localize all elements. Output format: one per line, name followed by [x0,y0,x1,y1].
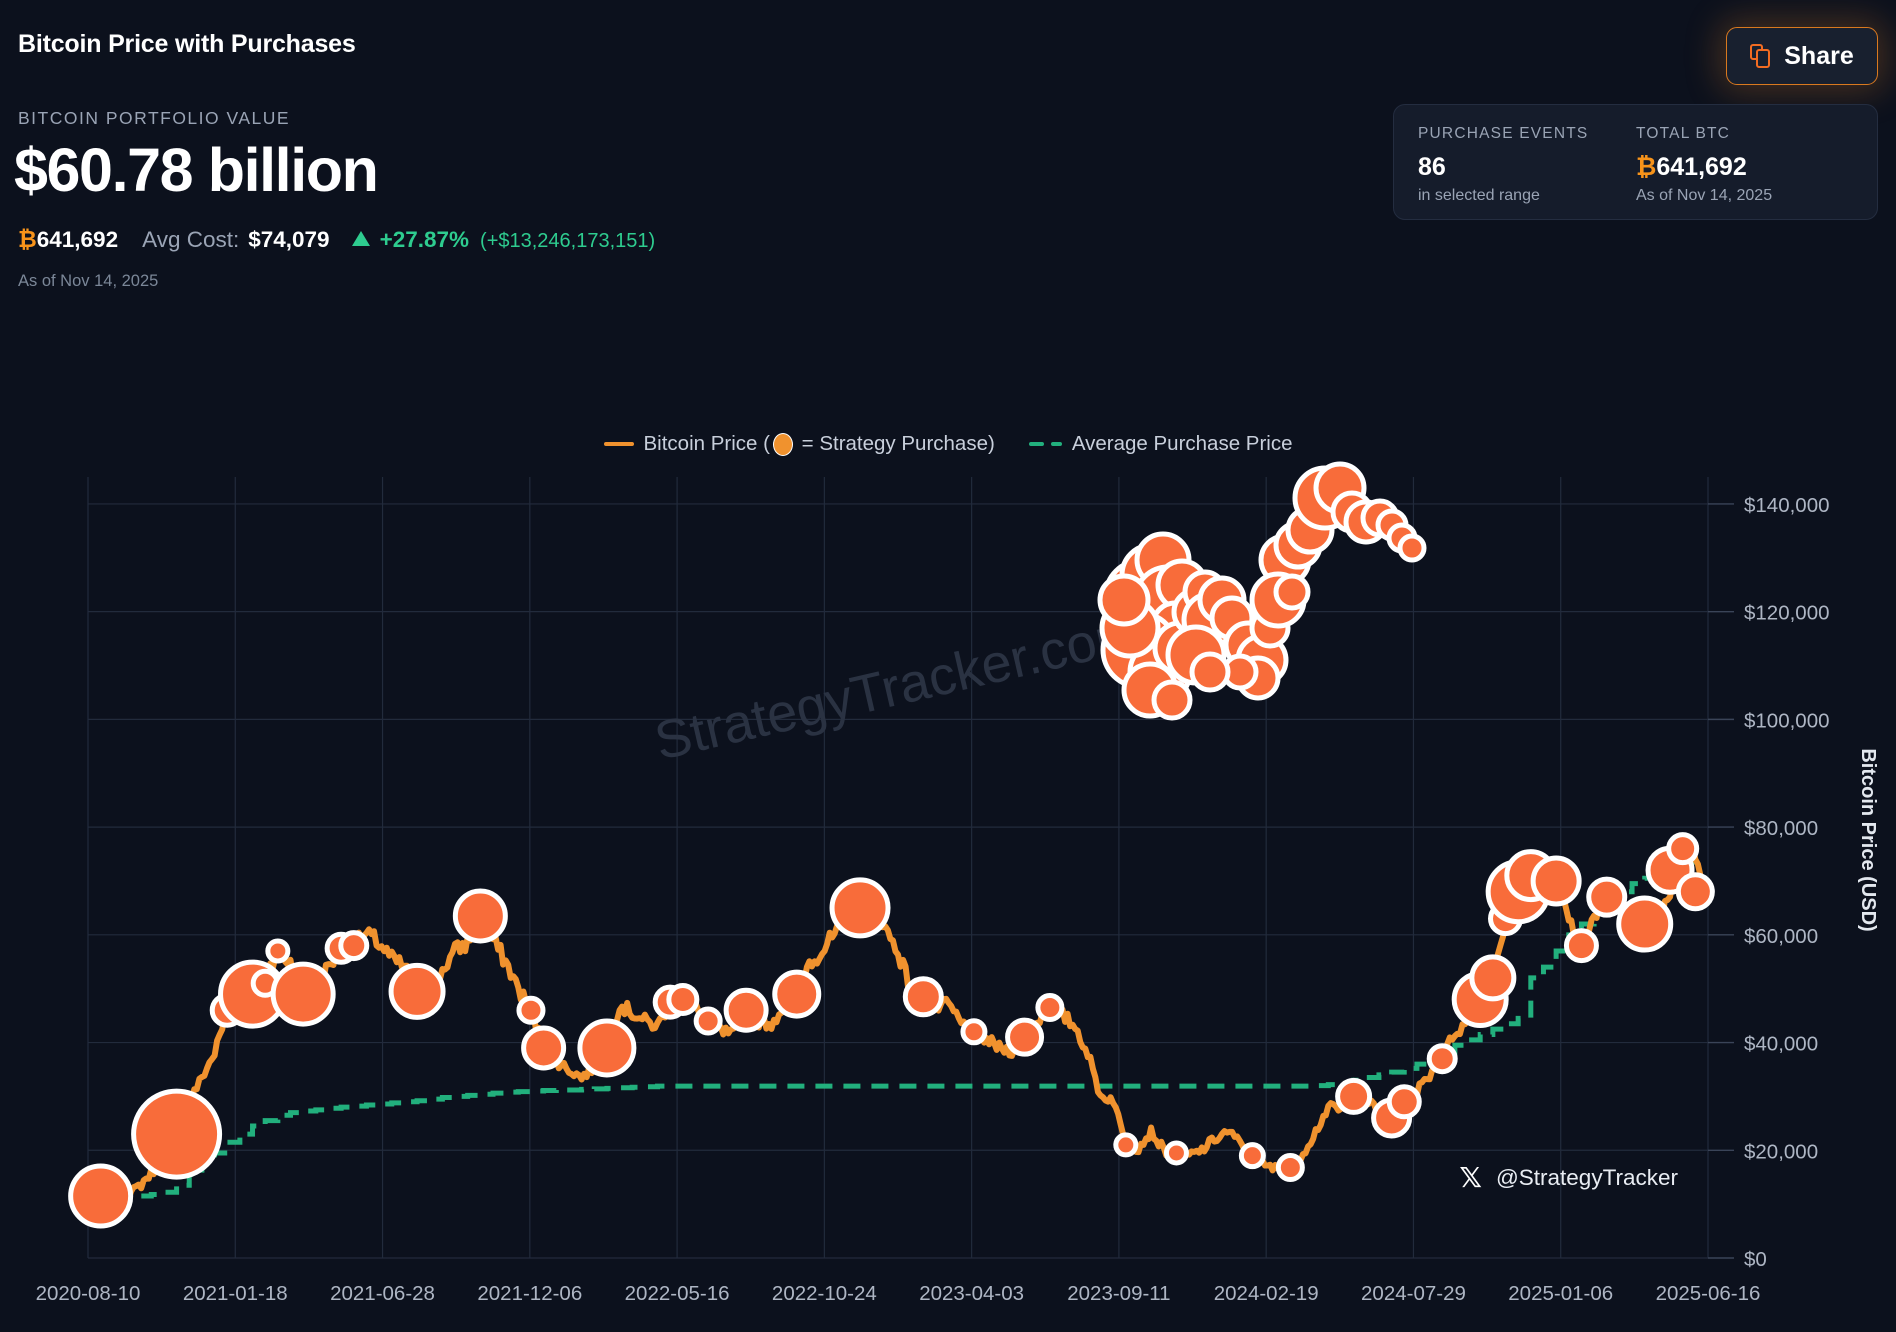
bitcoin-price-line [85,843,1711,1206]
chart-legend: Bitcoin Price ( = Strategy Purchase) Ave… [0,432,1896,457]
portfolio-kicker: BITCOIN PORTFOLIO VALUE [18,108,291,128]
avg-cost-value: $74,079 [248,227,330,252]
svg-text:$60,000: $60,000 [1744,925,1818,948]
svg-text:$80,000: $80,000 [1744,817,1818,840]
svg-text:2023-09-11: 2023-09-11 [1067,1282,1170,1305]
change-percent: +27.87% [379,227,470,252]
svg-text:StrategyTracker.com: StrategyTracker.com [649,602,1146,772]
legend-item-bitcoin-price[interactable]: Bitcoin Price ( = Strategy Purchase) [603,432,995,457]
stat-value: 86 [1418,153,1446,181]
svg-text:2025-06-16: 2025-06-16 [1656,1282,1761,1305]
purchase-bubbles [68,461,1715,1229]
svg-text:2024-07-29: 2024-07-29 [1361,1282,1466,1305]
svg-text:2024-02-19: 2024-02-19 [1214,1282,1319,1305]
svg-text:$40,000: $40,000 [1744,1033,1818,1056]
stat-label: TOTAL BTC [1636,125,1731,142]
svg-text:2023-04-03: 2023-04-03 [919,1282,1024,1305]
y-axis-ticks: $0 $20,000 $40,000 $60,000 $80,000 $100,000 $1… [1708,494,1830,1271]
legend-line-swatch [603,442,634,447]
svg-text:2021-06-28: 2021-06-28 [330,1282,435,1305]
stat-total-btc: TOTAL BTC ₿641,692 As of Nov 14, 2025 [1636,125,1854,219]
portfolio-metrics-row: ₿ 641,692 Avg Cost: $74,079 +27.87% (+$13… [18,226,655,253]
x-axis-ticks: 2020-08-10 2021-01-18 2021-06-28 2021-12-06… [36,1282,1761,1305]
avg-purchase-price-line [88,856,1711,1202]
social-handle[interactable]: 𝕏 @StrategyTracker [1459,1161,1678,1194]
svg-text:$140,000: $140,000 [1744,494,1830,517]
svg-text:$120,000: $120,000 [1744,602,1830,625]
change-absolute: (+$13,246,173,151) [480,230,656,252]
svg-text:$100,000: $100,000 [1744,709,1830,732]
bitcoin-symbol-icon: ₿ [18,226,37,252]
svg-text:2021-12-06: 2021-12-06 [477,1282,582,1305]
copy-icon [1750,43,1773,69]
svg-text:2022-05-16: 2022-05-16 [625,1282,730,1305]
svg-text:$0: $0 [1744,1248,1767,1271]
legend-item-avg-purchase-price[interactable]: Average Purchase Price [1028,432,1293,456]
trend-up-icon [351,231,370,246]
stat-purchase-events: PURCHASE EVENTS 86 in selected range [1418,125,1636,219]
stats-card: PURCHASE EVENTS 86 in selected range TOT… [1393,104,1878,220]
x-logo-icon: 𝕏 [1459,1161,1482,1194]
stat-sub: As of Nov 14, 2025 [1636,187,1773,204]
as-of-date: As of Nov 14, 2025 [18,272,159,290]
chart-gridlines [87,477,1709,1259]
legend-label-avg: Average Purchase Price [1071,432,1293,456]
svg-text:2025-01-06: 2025-01-06 [1508,1282,1613,1305]
svg-text:2022-10-24: 2022-10-24 [772,1282,877,1305]
portfolio-value: $60.78 billion [14,136,379,204]
stat-value: ₿641,692 [1636,153,1854,182]
legend-label-price: Bitcoin Price ( [643,432,770,455]
btc-amount: 641,692 [36,227,119,252]
stat-label: PURCHASE EVENTS [1418,125,1589,142]
y-axis-title: Bitcoin Price (USD) [1857,748,1879,931]
legend-dash-swatch [1028,442,1062,447]
svg-text:2021-01-18: 2021-01-18 [183,1282,288,1305]
avg-cost-label: Avg Cost: [142,227,240,252]
stat-sub: in selected range [1418,187,1540,204]
share-button-label: Share [1784,41,1854,70]
legend-label-price-2: = Strategy Purchase) [795,432,995,455]
stat-value-number: 641,692 [1656,153,1747,181]
page-title: Bitcoin Price with Purchases [18,30,356,58]
social-handle-label: @StrategyTracker [1495,1164,1678,1190]
chart-watermark: StrategyTracker.com [649,602,1146,772]
share-button[interactable]: Share [1726,27,1878,85]
bitcoin-symbol-icon: ₿ [1636,153,1657,181]
svg-text:2020-08-10: 2020-08-10 [36,1282,141,1305]
legend-bubble-icon [772,433,793,457]
svg-text:$20,000: $20,000 [1744,1140,1818,1163]
